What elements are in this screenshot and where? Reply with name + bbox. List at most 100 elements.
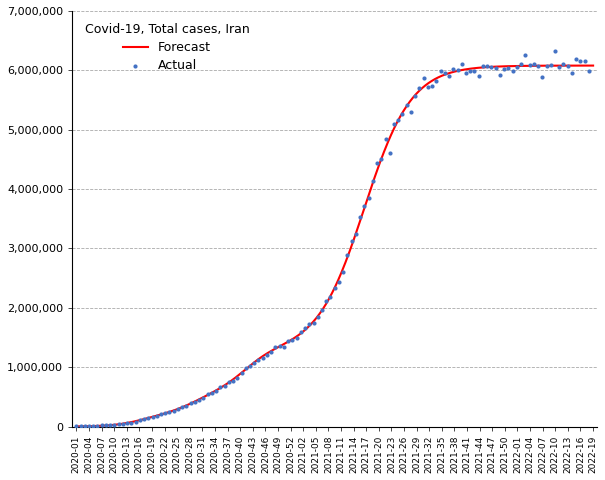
Actual [376,155,386,163]
Actual [156,410,166,418]
Actual [275,342,284,349]
Actual [296,328,306,336]
Actual [444,72,454,80]
Actual [385,149,394,157]
Actual [461,70,471,77]
Forecast [381,149,388,155]
Actual [190,398,200,406]
Actual [321,297,331,305]
Actual [453,66,462,74]
Actual [215,384,225,391]
Actual [546,61,555,69]
Actual [491,64,500,72]
Forecast [589,63,597,69]
Actual [287,336,297,344]
Actual [241,365,250,372]
Actual [584,67,594,75]
Actual [554,63,564,71]
Actual [186,399,195,407]
Actual [160,409,170,417]
Actual [414,84,424,92]
Actual [440,69,450,76]
Actual [165,408,174,416]
Actual [533,62,543,70]
Actual [351,230,361,238]
Actual [304,320,314,328]
Actual [300,324,310,332]
Actual [397,110,407,118]
Actual [198,394,208,401]
Actual [406,108,416,116]
Actual [563,62,572,70]
Actual [372,159,382,167]
Actual [550,47,560,55]
Actual [169,407,178,415]
Actual [508,67,517,75]
Actual [342,251,352,258]
Actual [330,284,339,292]
Actual [529,60,538,68]
Actual [575,57,585,65]
Actual [152,412,162,420]
Actual [224,378,234,386]
Actual [364,194,373,202]
Actual [253,356,263,363]
Actual [402,102,411,109]
Actual [126,419,136,427]
Actual [427,82,437,89]
Actual [580,57,589,65]
Actual [359,203,369,210]
Actual [114,420,123,428]
Actual [381,135,390,143]
Actual [512,63,522,71]
Actual [139,416,149,423]
Actual [283,337,293,345]
Actual [347,237,356,245]
Actual [258,354,267,362]
Actual [182,402,191,410]
Actual [177,403,187,411]
Actual [537,73,547,81]
Actual [97,421,106,429]
Actual [338,268,348,276]
Actual [93,422,102,430]
Actual [220,383,229,390]
Actual [516,60,526,67]
Actual [355,213,365,221]
Actual [279,343,289,351]
Actual [143,414,153,422]
Actual [465,67,475,74]
Actual [266,348,276,356]
Actual [232,374,242,382]
Actual [249,359,259,366]
Actual [135,417,145,424]
Actual [368,177,378,185]
Actual [482,62,492,70]
Actual [292,334,301,342]
Actual [567,69,577,76]
Actual [88,422,98,430]
Actual [309,319,318,327]
Actual [499,65,509,72]
Actual [84,422,94,430]
Actual [419,74,428,82]
Actual [457,60,466,68]
Line: Forecast: Forecast [76,66,593,426]
Actual [571,55,581,63]
Actual [105,421,115,429]
Actual [228,377,238,385]
Actual [541,62,551,70]
Actual [431,77,441,85]
Actual [122,419,132,427]
Actual [317,306,327,313]
Forecast [73,423,80,429]
Actual [410,93,420,100]
Actual [486,63,496,71]
Actual [334,278,344,286]
Actual [423,83,433,90]
Actual [131,418,140,425]
Actual [101,421,111,429]
Actual [525,61,534,69]
Actual [207,389,217,396]
Actual [110,421,119,429]
